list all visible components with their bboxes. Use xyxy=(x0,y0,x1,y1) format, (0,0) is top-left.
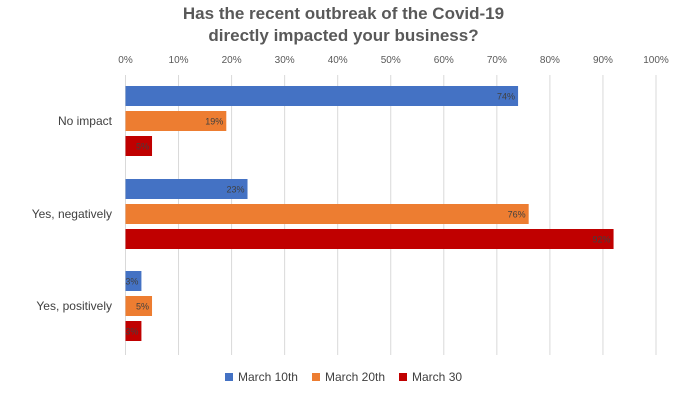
x-tick-label: 50% xyxy=(381,55,401,66)
bar xyxy=(125,86,519,106)
x-tick-label: 0% xyxy=(118,55,133,66)
bar xyxy=(125,296,153,316)
category-label: Yes, negatively xyxy=(32,207,112,221)
x-tick-label: 30% xyxy=(275,55,295,66)
bar xyxy=(125,179,248,199)
data-label: 3% xyxy=(125,277,138,287)
data-label: 92% xyxy=(593,235,611,245)
data-label: 76% xyxy=(508,210,526,220)
bar xyxy=(125,271,142,291)
legend-item: March 20th xyxy=(311,370,386,384)
data-label: 19% xyxy=(205,117,223,127)
data-label: 23% xyxy=(226,185,244,195)
legend-item: March 30 xyxy=(399,370,462,384)
x-tick-label: 20% xyxy=(222,55,242,66)
legend-label: March 10th xyxy=(237,370,298,384)
category-label: No impact xyxy=(58,114,113,128)
data-label: 5% xyxy=(136,142,149,152)
bar xyxy=(125,321,142,341)
legend-swatch xyxy=(224,373,233,381)
x-tick-label: 40% xyxy=(328,55,348,66)
chart-title-line-1: Has the recent outbreak of the Covid-19 xyxy=(182,4,505,23)
chart-title-line-2: directly impacted your business? xyxy=(208,26,479,45)
legend-swatch xyxy=(399,373,408,381)
legend-swatch xyxy=(311,373,320,381)
x-tick-label: 10% xyxy=(169,55,189,66)
category-label: Yes, positively xyxy=(36,299,112,313)
x-tick-label: 80% xyxy=(540,55,560,66)
x-tick-label: 60% xyxy=(434,55,454,66)
x-tick-label: 100% xyxy=(643,55,669,66)
data-label: 74% xyxy=(497,92,515,102)
x-tick-label: 90% xyxy=(593,55,613,66)
bar xyxy=(125,136,153,156)
bar xyxy=(125,229,614,249)
legend-label: March 30 xyxy=(412,370,463,384)
legend-label: March 20th xyxy=(324,370,386,384)
bar xyxy=(125,204,529,224)
x-tick-label: 70% xyxy=(487,55,507,66)
bar xyxy=(125,111,227,131)
data-label: 3% xyxy=(125,327,138,337)
data-label: 5% xyxy=(136,302,149,312)
chart-legend: March 10th March 20th March 30 xyxy=(0,370,687,384)
legend-item: March 10th xyxy=(224,370,298,384)
